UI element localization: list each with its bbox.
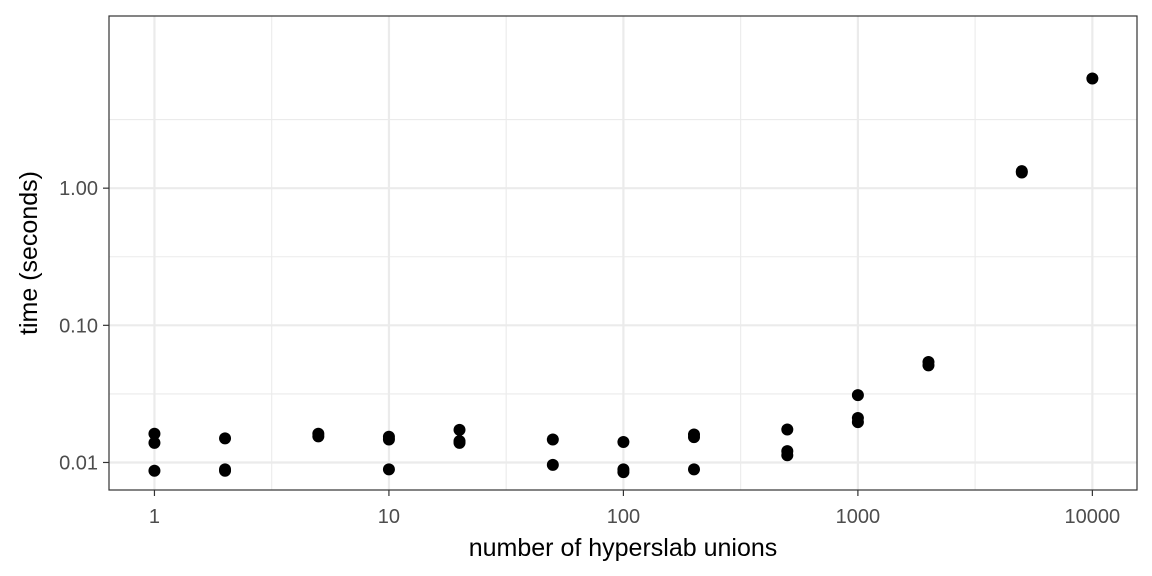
data-point bbox=[687, 463, 700, 476]
major-gridlines bbox=[109, 16, 1137, 490]
x-tick-label: 100 bbox=[607, 506, 640, 528]
data-point bbox=[312, 430, 325, 443]
y-tick-label: 0.01 bbox=[59, 452, 98, 474]
data-point bbox=[1086, 72, 1099, 85]
data-point bbox=[382, 463, 395, 476]
data-points bbox=[148, 72, 1099, 479]
y-tick-label: 1.00 bbox=[59, 178, 98, 200]
data-point bbox=[922, 359, 935, 372]
data-point bbox=[148, 436, 161, 449]
y-axis-ticks: 0.01 0.10 1.00 bbox=[59, 178, 109, 474]
y-tick-label: 0.10 bbox=[59, 315, 98, 337]
data-point bbox=[687, 431, 700, 444]
data-point bbox=[219, 432, 232, 445]
data-point bbox=[781, 449, 794, 462]
data-point bbox=[219, 464, 232, 477]
data-point bbox=[453, 423, 466, 436]
data-point bbox=[617, 436, 630, 449]
data-point bbox=[546, 433, 559, 446]
x-tick-label: 1000 bbox=[836, 506, 881, 528]
x-tick-label: 10 bbox=[378, 506, 400, 528]
data-point bbox=[148, 427, 161, 440]
data-point bbox=[781, 423, 794, 436]
data-point bbox=[851, 389, 864, 402]
x-tick-label: 1 bbox=[149, 506, 160, 528]
y-axis-title: time (seconds) bbox=[15, 171, 43, 335]
data-point bbox=[382, 433, 395, 446]
data-point bbox=[453, 436, 466, 449]
data-point bbox=[1015, 166, 1028, 179]
x-tick-label: 10000 bbox=[1065, 506, 1121, 528]
x-axis-ticks: 1 10 100 1000 10000 bbox=[149, 490, 1120, 528]
data-point bbox=[617, 466, 630, 479]
x-axis-title: number of hyperslab unions bbox=[469, 534, 778, 562]
data-point bbox=[546, 458, 559, 471]
data-point bbox=[851, 416, 864, 429]
data-point bbox=[148, 464, 161, 477]
